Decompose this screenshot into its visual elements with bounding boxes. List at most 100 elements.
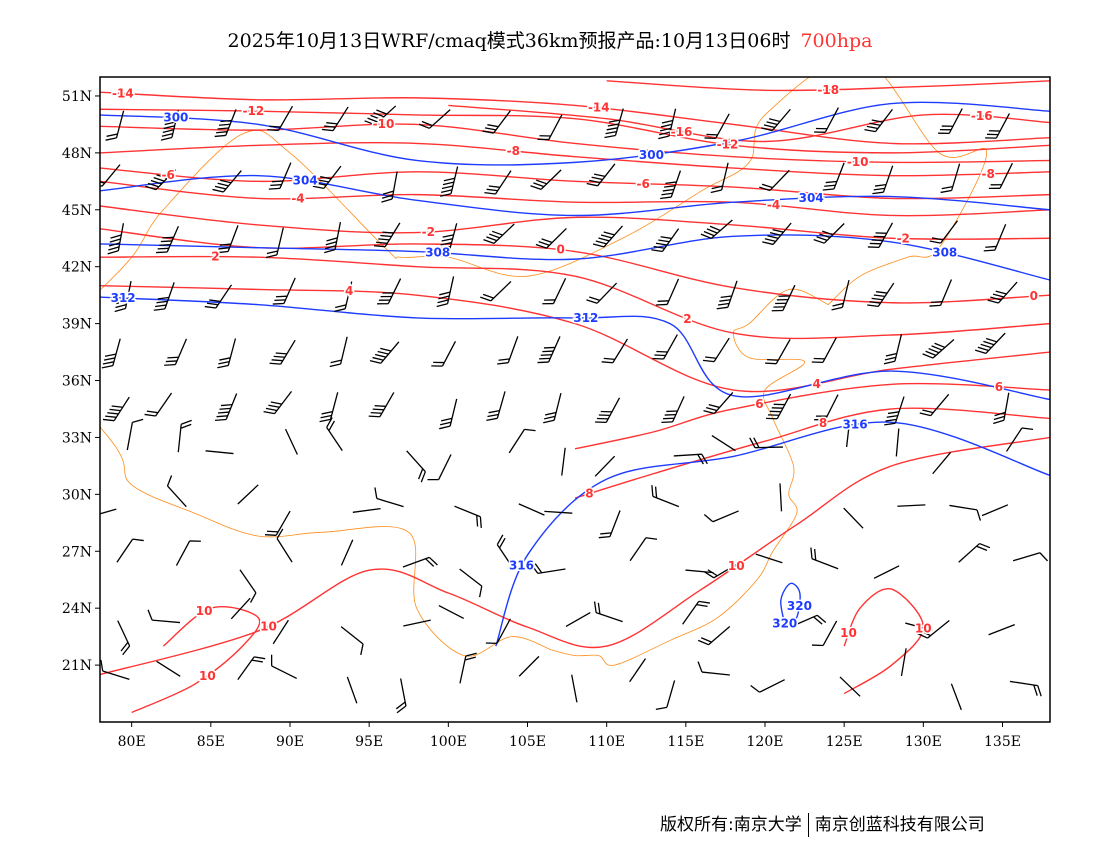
wind-barb: [697, 625, 731, 646]
isotherm-line: [100, 141, 1050, 177]
isotherm-line: [100, 284, 1050, 393]
wind-barb: [312, 165, 342, 189]
x-tick-label: 120E: [747, 734, 784, 750]
isotherm-line: [843, 588, 925, 695]
wind-barb: [958, 542, 991, 563]
wind-barb: [988, 624, 1015, 636]
wind-barb: [537, 114, 563, 141]
wind-barb: [843, 507, 864, 529]
x-tick-label: 85E: [197, 734, 225, 750]
height-contour-label: 304: [799, 191, 824, 205]
isotherm-line: [100, 180, 1050, 217]
wind-barbs: [100, 105, 1049, 714]
wind-barb: [459, 652, 477, 684]
wind-barb: [374, 222, 401, 248]
isotherm-label: -6: [161, 168, 174, 182]
wind-barb: [381, 171, 398, 203]
wind-barb: [166, 475, 187, 508]
wind-barb: [651, 228, 680, 253]
wind-barb: [431, 340, 457, 367]
wind-barb: [716, 280, 738, 310]
height-contour-label: 312: [573, 311, 598, 325]
wind-barb: [105, 110, 125, 141]
wind-barb: [873, 565, 900, 579]
height-contour-label: 308: [932, 245, 957, 259]
wind-barb: [164, 338, 188, 366]
wind-barb: [114, 280, 132, 313]
height-contour-label: 316: [509, 559, 534, 573]
wind-barb: [284, 428, 298, 455]
wind-barb: [867, 282, 895, 308]
isotherm-label: -16: [671, 125, 693, 139]
wind-barb: [212, 170, 242, 193]
wind-barb: [629, 537, 658, 562]
wind-barb: [811, 337, 837, 364]
wind-barb: [177, 419, 192, 453]
y-tick-label: 30N: [62, 487, 92, 503]
wind-barb: [749, 437, 783, 449]
wind-barb: [269, 339, 296, 365]
wind-barb: [368, 392, 395, 418]
y-tick-label: 39N: [62, 317, 92, 333]
isotherm-line: [574, 407, 1050, 499]
wind-barb: [156, 226, 179, 254]
isotherm-label: 10: [260, 620, 277, 634]
wind-barb: [217, 338, 237, 369]
wind-barb: [459, 568, 483, 598]
x-tick-label: 80E: [118, 734, 146, 750]
isotherm-label: -2: [422, 225, 435, 239]
map-title: 2025年10月13日WRF/cmaq模式36km预报产品:10月13日06时 7…: [0, 26, 1100, 53]
wind-barb: [938, 108, 963, 135]
wind-barb: [987, 281, 1018, 304]
height-contour-line: [100, 101, 1050, 166]
wind-barb: [658, 108, 677, 140]
wind-barb: [543, 392, 562, 424]
height-contour-label: 308: [425, 246, 450, 260]
wind-barb: [239, 569, 257, 603]
wind-barb: [497, 336, 519, 365]
wind-barb: [486, 391, 506, 422]
wind-barb: [267, 105, 294, 132]
wind-barb: [661, 396, 685, 424]
y-tick-label: 33N: [62, 430, 92, 446]
wind-barb: [929, 220, 959, 244]
wind-barb: [766, 393, 792, 420]
wind-barb: [276, 528, 293, 563]
wind-barb: [454, 505, 482, 528]
wind-barb: [810, 547, 839, 570]
isotherm-label: 4: [345, 284, 353, 298]
wind-barb: [530, 169, 562, 191]
isotherm-label: -4: [291, 192, 304, 206]
wind-barb: [377, 278, 402, 305]
isotherm-label: 6: [755, 397, 763, 411]
isotherm-label: -18: [817, 83, 839, 97]
wind-barb: [403, 619, 431, 627]
wind-barb: [100, 164, 121, 187]
wind-barb: [655, 680, 676, 711]
wind-barb: [929, 279, 953, 307]
x-tick-label: 135E: [984, 734, 1021, 750]
height-contour-label: 300: [639, 148, 664, 162]
wind-barb: [791, 614, 827, 628]
y-tick-label: 48N: [62, 146, 92, 162]
wind-barb: [117, 620, 131, 656]
wind-barb: [685, 569, 714, 574]
wind-barb: [814, 107, 839, 133]
isotherm-label: -14: [588, 101, 610, 115]
x-tick-label: 105E: [509, 734, 546, 750]
wind-barb: [321, 106, 349, 132]
wind-barb: [270, 654, 298, 679]
x-tick-label: 125E: [826, 734, 863, 750]
isotherm-label: 10: [728, 559, 745, 573]
isotherm-label: 10: [196, 604, 213, 618]
isotherm-line: [131, 606, 261, 714]
wind-barb: [263, 390, 293, 415]
wind-barb: [126, 418, 144, 451]
y-tick-label: 27N: [62, 544, 92, 560]
wind-barb: [593, 601, 623, 623]
wind-barb: [595, 397, 621, 424]
isotherm-label: -10: [847, 155, 869, 169]
wind-barb: [480, 280, 512, 302]
wind-barb: [700, 219, 733, 239]
